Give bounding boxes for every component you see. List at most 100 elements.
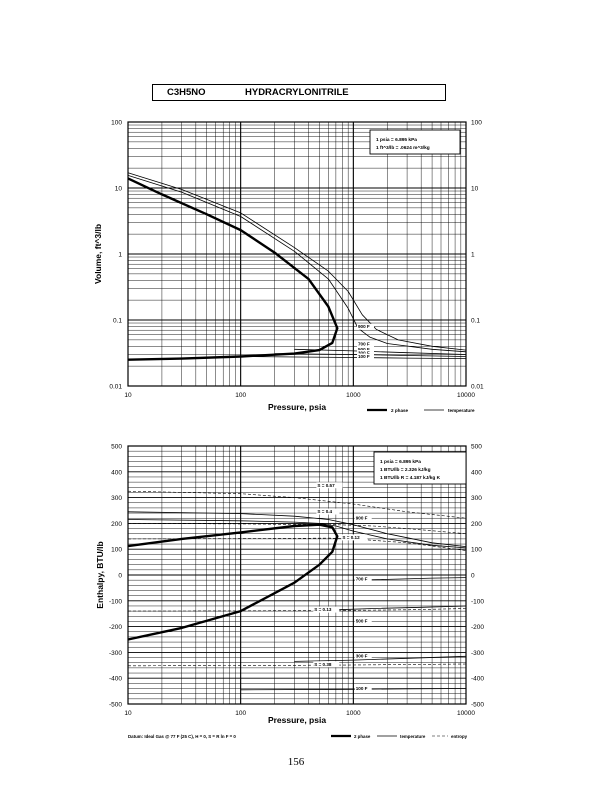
volume-temperature-line xyxy=(274,353,467,357)
volume-frame xyxy=(127,121,467,387)
enthalpy-conversion-text: 1 psia = 6.895 kPa xyxy=(380,459,421,465)
enthalpy-temperature-line xyxy=(127,519,467,549)
volume-x-axis-label: Pressure, psia xyxy=(268,402,326,412)
enthalpy-legend-2phase-label: 2 phase xyxy=(354,734,371,739)
enthalpy-y-tick-label: 400 xyxy=(111,469,122,476)
enthalpy-y-tick-label-right: 0 xyxy=(471,573,475,580)
volume-curve-label: 700 F xyxy=(358,342,370,347)
enthalpy-x-tick-label: 100 xyxy=(235,710,246,717)
volume-x-tick-label: 10 xyxy=(124,392,132,399)
enthalpy-y-tick-label: 300 xyxy=(111,495,122,502)
enthalpy-entropy-line xyxy=(127,490,467,519)
volume-y-tick-label: 1 xyxy=(118,252,122,259)
enthalpy-entropy-line xyxy=(127,537,467,551)
volume-x-tick-label: 10000 xyxy=(457,392,475,399)
volume-curve-label-bg xyxy=(356,341,374,348)
enthalpy-y-tick-label-right: 200 xyxy=(471,521,482,528)
volume-curve-label-bg xyxy=(356,350,374,357)
enthalpy-y-axis-label: Enthalpy, BTU/lb xyxy=(95,541,105,608)
enthalpy-curve-label-bg xyxy=(354,618,372,625)
enthalpy-legend-temperature-label: temperature xyxy=(400,734,426,739)
enthalpy-curve-label-bg xyxy=(354,515,372,522)
enthalpy-curve-label: S = 0.4 xyxy=(317,509,332,514)
enthalpy-y-tick-label: 100 xyxy=(111,547,122,554)
volume-x-tick-label: 100 xyxy=(235,392,246,399)
enthalpy-y-tick-label-right: -200 xyxy=(471,624,484,631)
enthalpy-x-axis-label: Pressure, psia xyxy=(268,715,326,725)
enthalpy-temperature-line xyxy=(240,688,467,691)
volume-x-tick-label: 1000 xyxy=(346,392,361,399)
enthalpy-curve-label: S = 0.38 xyxy=(314,662,332,667)
enthalpy-entropy-line xyxy=(127,608,467,612)
enthalpy-curve-label-bg xyxy=(313,606,340,613)
volume-curve-label-bg xyxy=(356,346,374,353)
volume-grid xyxy=(127,121,467,387)
enthalpy-curve-label-bg xyxy=(341,534,368,541)
volume-curve-label-bg xyxy=(356,323,374,330)
enthalpy-x-tick-label: 10 xyxy=(124,710,132,717)
volume-temperature-line xyxy=(294,348,467,355)
enthalpy-y-tick-label-right: 400 xyxy=(471,469,482,476)
volume-legend-2phase-label: 2 phase xyxy=(391,408,409,413)
enthalpy-curve-label: S = 0.13 xyxy=(314,607,332,612)
enthalpy-y-tick-label: -400 xyxy=(109,676,122,683)
volume-y-tick-label-right: 100 xyxy=(471,120,482,127)
volume-legend-temperature-label: temperature xyxy=(448,408,475,413)
enthalpy-conversion-text: 1 BTU/lb = 2.326 kJ/kg xyxy=(380,467,431,473)
enthalpy-x-tick-label: 1000 xyxy=(346,710,361,717)
enthalpy-curve-label: 900 F xyxy=(356,516,368,521)
enthalpy-y-tick-label: -100 xyxy=(109,598,122,605)
enthalpy-curve-label: 500 F xyxy=(356,619,368,624)
volume-temperature-line xyxy=(127,172,467,351)
enthalpy-y-tick-label: -500 xyxy=(109,702,122,709)
enthalpy-y-tick-label-right: 500 xyxy=(471,444,482,451)
volume-curve-label: 100 F xyxy=(358,354,370,359)
enthalpy-chart: 10 100 1000 10000-500 -500-400 -400-300 -300-2… xyxy=(95,444,484,740)
enthalpy-temperature-line xyxy=(127,511,467,547)
volume-curve-label: 300 F xyxy=(358,351,370,356)
enthalpy-legend-entropy-label: entropy xyxy=(451,734,468,739)
page-number: 156 xyxy=(287,756,305,768)
volume-y-axis-label: Volume, ft^3/lb xyxy=(93,224,103,284)
volume-y-tick-label-right: 0.1 xyxy=(471,318,480,325)
enthalpy-y-tick-label: 0 xyxy=(118,573,122,580)
enthalpy-y-tick-label: -200 xyxy=(109,624,122,631)
enthalpy-curve-label: S = 0.12 xyxy=(342,535,360,540)
volume-conversion-text: 1 psia = 6.895 kPa xyxy=(376,137,417,143)
enthalpy-y-tick-label-right: -100 xyxy=(471,598,484,605)
volume-conversion-box xyxy=(369,129,461,155)
compound-title-box: C3H5NO HYDRACRYLONITRILE xyxy=(152,84,446,101)
enthalpy-entropy-line xyxy=(127,663,467,667)
volume-temperature-line xyxy=(127,175,467,353)
volume-y-tick-label-right: 1 xyxy=(471,252,475,259)
volume-conversion-text: 1 ft^3/lb = .0624 m^3/kg xyxy=(376,145,430,151)
volume-temperature-line xyxy=(240,356,467,359)
enthalpy-conversion-text: 1 BTU/lb R = 4.187 kJ/kg K xyxy=(380,475,441,481)
enthalpy-temperature-line xyxy=(294,655,467,662)
enthalpy-conversion-box xyxy=(373,451,467,485)
enthalpy-entropy-line xyxy=(127,523,467,534)
enthalpy-curve-label-bg xyxy=(313,661,340,668)
enthalpy-x-tick-label: 10000 xyxy=(457,710,475,717)
enthalpy-curve-label: S = 0.57 xyxy=(317,483,335,488)
enthalpy-grid xyxy=(127,445,467,705)
enthalpy-curve-label-bg xyxy=(354,685,372,692)
enthalpy-y-tick-label: 500 xyxy=(111,444,122,451)
volume-y-tick-label-right: 10 xyxy=(471,186,479,193)
volume-curve-label: 900 F xyxy=(358,324,370,329)
enthalpy-y-tick-label: -300 xyxy=(109,650,122,657)
enthalpy-temperature-line xyxy=(335,605,467,611)
volume-y-tick-label: 10 xyxy=(115,186,123,193)
volume-y-tick-label: 0.1 xyxy=(113,318,122,325)
enthalpy-y-tick-label-right: 300 xyxy=(471,495,482,502)
compound-name: HYDRACRYLONITRILE xyxy=(245,87,349,98)
volume-y-tick-label: 100 xyxy=(111,120,122,127)
enthalpy-y-tick-label-right: 100 xyxy=(471,547,482,554)
enthalpy-y-tick-label: 200 xyxy=(111,521,122,528)
volume-phase-line xyxy=(127,177,339,361)
enthalpy-phase-line xyxy=(127,523,339,641)
enthalpy-y-tick-label-right: -400 xyxy=(471,676,484,683)
enthalpy-y-tick-label-right: -500 xyxy=(471,702,484,709)
enthalpy-curve-label-bg xyxy=(354,653,372,660)
